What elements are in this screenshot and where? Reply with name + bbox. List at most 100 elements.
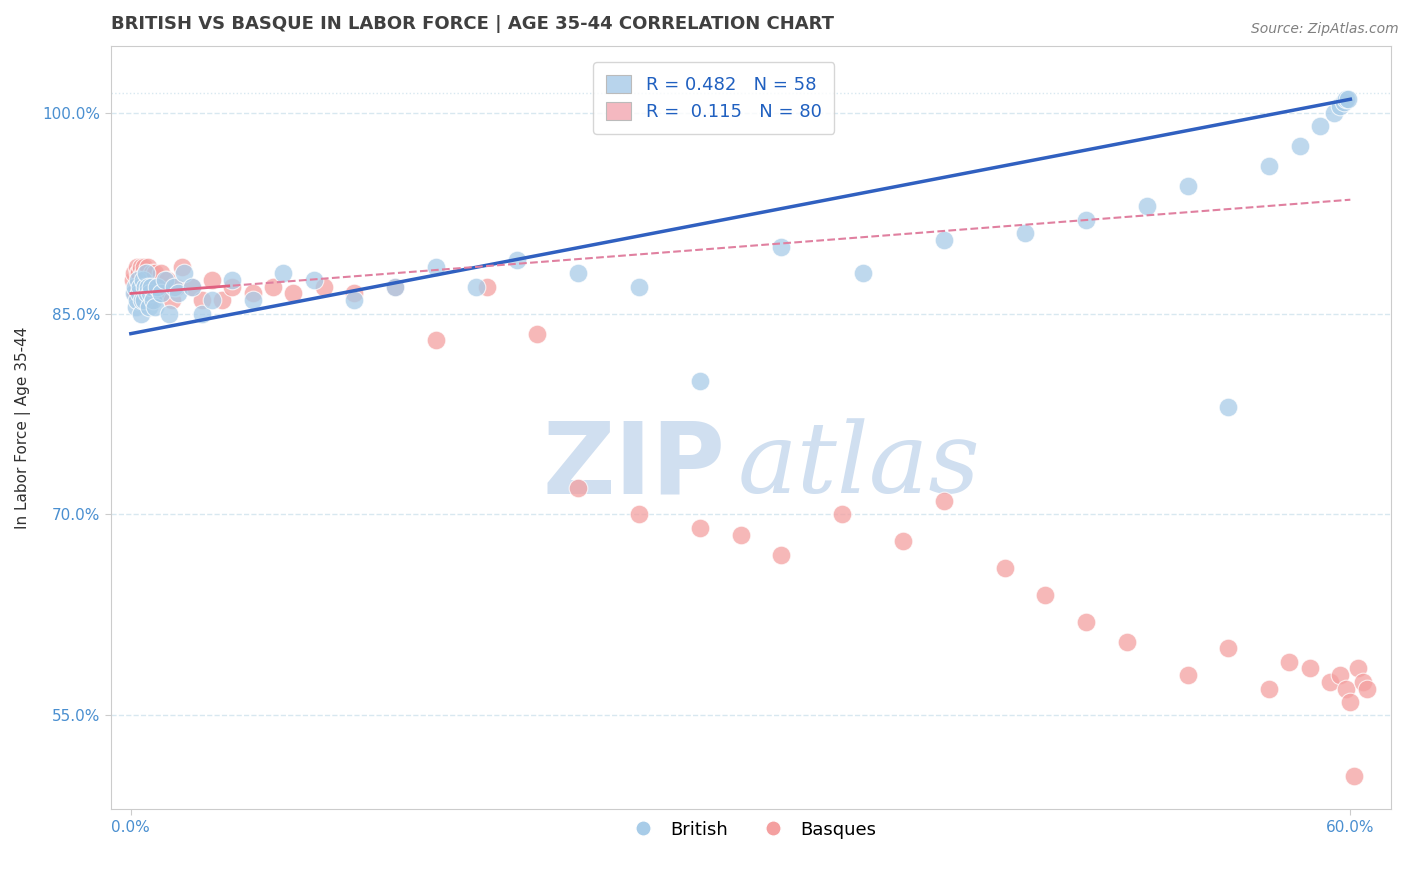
Point (1329, 99, 1351, 113)
Point (425, 260, 447, 274)
Point (141, 279, 163, 293)
Y-axis label: In Labor Force | Age 35-44: In Labor Force | Age 35-44 (15, 326, 31, 529)
Point (134, 279, 156, 293)
Point (271, 266, 294, 280)
Point (128, 273, 150, 287)
Point (384, 279, 406, 293)
Point (262, 279, 284, 293)
Point (142, 293, 165, 307)
Point (770, 548, 793, 562)
Point (136, 279, 159, 293)
Point (180, 279, 202, 293)
Point (122, 273, 145, 287)
Point (150, 266, 173, 280)
Legend: British, Basques: British, Basques (619, 814, 883, 846)
Point (125, 293, 148, 307)
Point (831, 508, 853, 522)
Point (150, 286, 173, 301)
Point (475, 279, 498, 293)
Point (1074, 615, 1097, 629)
Point (384, 279, 406, 293)
Point (122, 286, 145, 301)
Point (1074, 212, 1097, 227)
Point (132, 279, 155, 293)
Point (567, 266, 589, 280)
Point (312, 279, 335, 293)
Point (132, 286, 155, 301)
Point (143, 279, 166, 293)
Point (1278, 655, 1301, 669)
Point (689, 521, 711, 535)
Point (1333, 95, 1355, 109)
Point (932, 233, 955, 247)
Point (136, 279, 159, 293)
Point (152, 286, 174, 301)
Point (1336, 92, 1358, 106)
Point (465, 279, 488, 293)
Point (343, 286, 366, 301)
Point (283, 286, 305, 301)
Point (242, 293, 264, 307)
Point (162, 279, 184, 293)
Point (132, 260, 155, 274)
Point (689, 374, 711, 388)
Point (526, 326, 548, 341)
Point (627, 508, 650, 522)
Point (155, 273, 177, 287)
Point (127, 266, 149, 280)
Point (1337, 92, 1360, 106)
Point (122, 266, 145, 280)
Point (139, 293, 162, 307)
Point (770, 239, 793, 253)
Point (134, 293, 156, 307)
Point (1347, 661, 1369, 675)
Point (1218, 641, 1240, 656)
Point (125, 260, 148, 274)
Point (242, 286, 264, 301)
Point (425, 334, 447, 348)
Point (125, 300, 148, 314)
Point (128, 286, 150, 301)
Point (302, 273, 325, 287)
Point (211, 293, 233, 307)
Point (131, 293, 153, 307)
Point (191, 307, 214, 321)
Point (136, 286, 159, 301)
Point (138, 279, 160, 293)
Point (1299, 661, 1322, 675)
Point (1336, 681, 1358, 696)
Point (1177, 668, 1199, 682)
Point (129, 279, 152, 293)
Text: ZIP: ZIP (543, 417, 725, 514)
Point (221, 279, 243, 293)
Point (1339, 695, 1361, 709)
Point (1288, 139, 1310, 153)
Point (124, 279, 146, 293)
Point (180, 279, 202, 293)
Point (1115, 634, 1137, 648)
Point (129, 307, 152, 321)
Point (994, 561, 1017, 575)
Point (165, 279, 187, 293)
Point (131, 279, 153, 293)
Point (129, 279, 152, 293)
Point (135, 286, 157, 301)
Point (131, 266, 153, 280)
Point (134, 273, 156, 287)
Point (1355, 681, 1378, 696)
Point (201, 293, 224, 307)
Point (343, 293, 366, 307)
Point (138, 300, 160, 314)
Point (127, 279, 149, 293)
Point (221, 273, 243, 287)
Point (567, 481, 589, 495)
Point (136, 260, 159, 274)
Point (143, 266, 166, 280)
Text: BRITISH VS BASQUE IN LABOR FORCE | AGE 35-44 CORRELATION CHART: BRITISH VS BASQUE IN LABOR FORCE | AGE 3… (111, 15, 834, 33)
Point (1343, 769, 1365, 783)
Point (141, 273, 163, 287)
Point (139, 286, 162, 301)
Point (125, 279, 148, 293)
Point (1014, 226, 1036, 240)
Point (127, 273, 149, 287)
